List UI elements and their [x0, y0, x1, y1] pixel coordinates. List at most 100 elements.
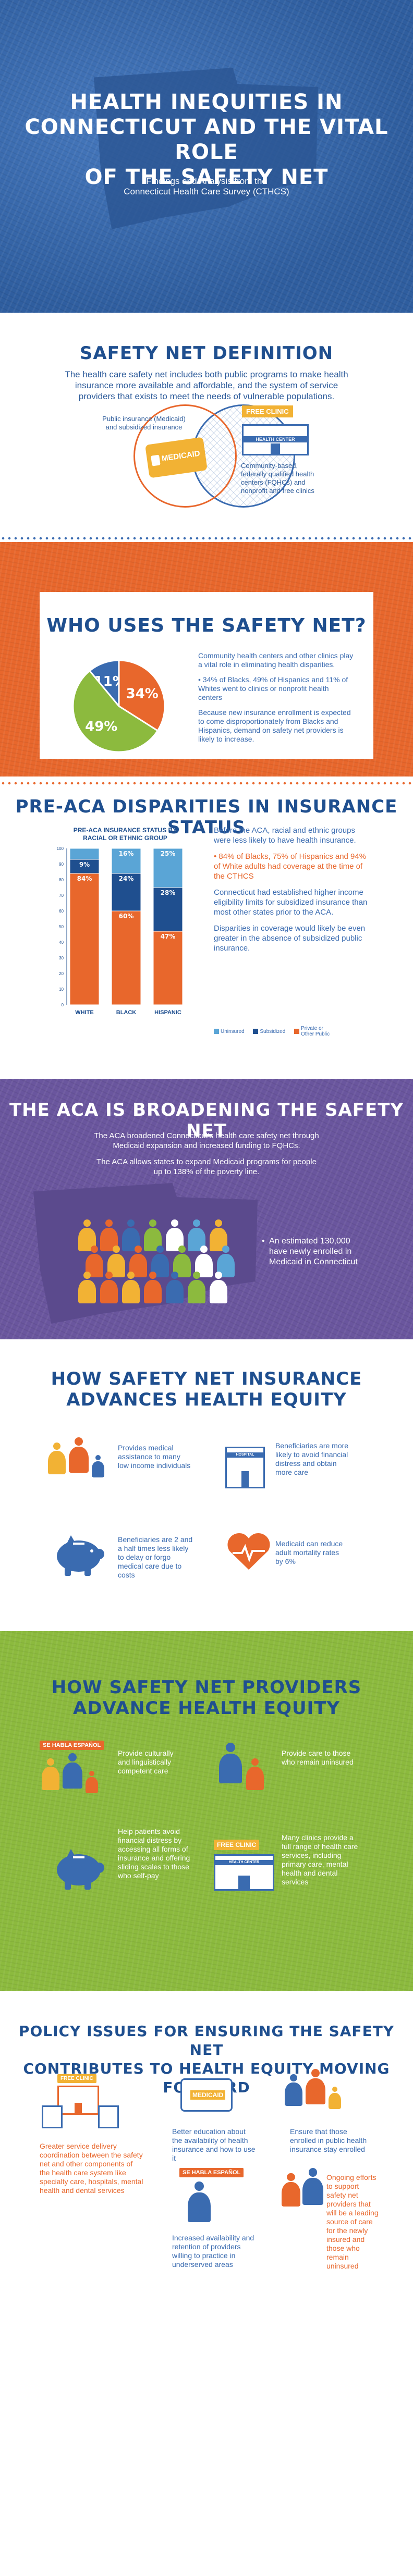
person-head — [225, 1743, 236, 1753]
bar-value-label: 84% — [77, 875, 92, 882]
dotted-divider — [0, 536, 413, 541]
family-icon — [48, 1437, 111, 1495]
person-head — [214, 1219, 223, 1227]
person-head — [287, 2173, 295, 2181]
person-body — [100, 1280, 118, 1303]
providers-equity-section: HOW SAFETY NET PROVIDERS ADVANCE HEALTH … — [0, 1631, 413, 1991]
bar-value-label: 60% — [119, 913, 134, 920]
person-head — [194, 2181, 204, 2191]
piggy-bank-svg — [57, 1535, 104, 1576]
bar-segment — [153, 887, 183, 932]
clinic-door — [271, 443, 280, 454]
person-head — [149, 1219, 157, 1227]
person-head — [53, 1443, 61, 1450]
pie-slice — [72, 670, 159, 753]
legend-subsidized: Subsidized — [253, 1029, 285, 1034]
providers-equity-title: HOW SAFETY NET PROVIDERS ADVANCE HEALTH … — [0, 1677, 413, 1719]
x-category-label: HISPANIC — [154, 1009, 181, 1016]
pre-aca-p3: Connecticut had established higher incom… — [214, 888, 368, 917]
person-body — [285, 2082, 302, 2106]
person-head — [308, 2168, 318, 2177]
legend-private: Private or Other Public — [294, 1026, 330, 1037]
title-line-3: OF THE SAFETY NET — [84, 165, 329, 189]
person-body — [282, 2182, 300, 2207]
clinic-door — [74, 2103, 82, 2113]
person-body — [122, 1280, 140, 1303]
clinic-building: HEALTH CENTER — [214, 1854, 274, 1891]
policy-item-4: Increased availability and retention of … — [172, 2234, 254, 2269]
bar-segment — [69, 848, 100, 860]
providers-item-1: Provide culturally and linguistically co… — [118, 1749, 174, 1775]
card-outline: MEDICAID — [180, 2078, 233, 2112]
pre-aca-bullets: Before the ACA, racial and ethnic groups… — [214, 825, 370, 959]
card-label: MEDICAID — [190, 2090, 226, 2100]
person-body — [246, 1767, 264, 1790]
legend-subsidized-label: Subsidized — [260, 1028, 286, 1034]
person-head — [112, 1246, 120, 1253]
who-bullet-3: Because new insurance enrollment is expe… — [198, 708, 351, 743]
person-body — [78, 1280, 96, 1303]
person-head — [127, 1219, 135, 1227]
family-icon — [285, 2069, 353, 2121]
person-body — [329, 2092, 341, 2109]
page-subtitle: Findings and Analysis from the Connectic… — [0, 176, 413, 197]
chart-legend: Uninsured Subsidized Private or Other Pub… — [214, 1026, 381, 1037]
insurance-equity-title: HOW SAFETY NET INSURANCE ADVANCES HEALTH… — [0, 1369, 413, 1410]
insurance-circle — [133, 404, 237, 508]
pre-aca-p1: Before the ACA, racial and ethnic groups… — [214, 826, 356, 845]
person-head — [192, 1219, 201, 1227]
hospital-building: HOSPITAL — [225, 1447, 265, 1488]
bar-segment — [111, 873, 141, 911]
x-category-label: BLACK — [116, 1009, 137, 1016]
clinic-building — [57, 2086, 99, 2115]
bar-value-label: 9% — [79, 861, 90, 868]
insurance-item-3: Beneficiaries are 2 and a half times les… — [118, 1535, 193, 1579]
person-head — [46, 1758, 55, 1766]
person-head — [89, 1771, 95, 1777]
person-head — [105, 1272, 113, 1279]
insurance-equity-section: HOW SAFETY NET INSURANCE ADVANCES HEALTH… — [0, 1339, 413, 1631]
person-head — [83, 1272, 91, 1279]
providers-item-4: Many clinics provide a full range of hea… — [282, 1833, 358, 1886]
dotted-divider — [0, 781, 413, 786]
y-tick-label: 90 — [59, 862, 64, 867]
person-body — [188, 2192, 211, 2223]
subtitle-line-2: Connecticut Health Care Survey (CTHCS) — [124, 187, 289, 196]
who-bullet-1: Community health centers and other clini… — [198, 651, 354, 669]
person-head — [75, 1437, 83, 1446]
y-tick-label: 60 — [59, 909, 64, 914]
chart-title-line-1: PRE-ACA INSURANCE STATUS BY — [73, 827, 177, 834]
person-head — [105, 1219, 113, 1227]
insurance-item-1: Provides medical assistance to many low … — [118, 1444, 191, 1470]
medicaid-card-label: MEDICAID — [161, 449, 201, 463]
small-building-left — [42, 2105, 63, 2128]
pre-aca-p4: Disparities in coverage would likely be … — [214, 924, 366, 953]
who-bullets: Community health centers and other clini… — [198, 651, 355, 750]
hospital-label: HOSPITAL — [227, 1452, 263, 1458]
medicaid-card-icon: MEDICAID — [175, 2069, 238, 2121]
providers-title-line-1: HOW SAFETY NET PROVIDERS — [51, 1677, 362, 1698]
person-head — [90, 1246, 99, 1253]
clinic-use-pie-chart: 11%34%49% — [72, 659, 166, 753]
person-body — [42, 1767, 59, 1790]
pie-slice-label: 34% — [126, 686, 159, 701]
title-line-1: HEALTH INEQUITIES IN — [70, 90, 343, 114]
people-icon — [282, 2168, 329, 2230]
person-body — [302, 2178, 323, 2205]
bar-segment — [111, 910, 141, 1005]
insurance-label: Public insurance (Medicaid) and subsidiz… — [102, 415, 186, 431]
title-line-2: CONNECTICUT AND THE VITAL ROLE — [25, 115, 388, 164]
policy-item-5: Ongoing efforts to support safety net pr… — [326, 2173, 379, 2270]
clinic-sign: FREE CLINIC — [214, 1840, 260, 1850]
person-body — [63, 1762, 82, 1789]
aca-section: THE ACA IS BROADENING THE SAFETY NET The… — [0, 1079, 413, 1339]
person-body — [144, 1280, 162, 1303]
crowd-of-people-icon — [78, 1219, 245, 1324]
who-uses-section: WHO USES THE SAFETY NET? 11% 34% 49% Commu… — [0, 542, 413, 777]
y-tick-label: 100 — [57, 846, 64, 851]
person-head — [134, 1246, 142, 1253]
piggy-bank-svg — [57, 1849, 104, 1890]
clinic-sign: FREE CLINIC — [242, 405, 293, 417]
person-body — [92, 1461, 104, 1477]
bar-segment — [111, 848, 141, 874]
